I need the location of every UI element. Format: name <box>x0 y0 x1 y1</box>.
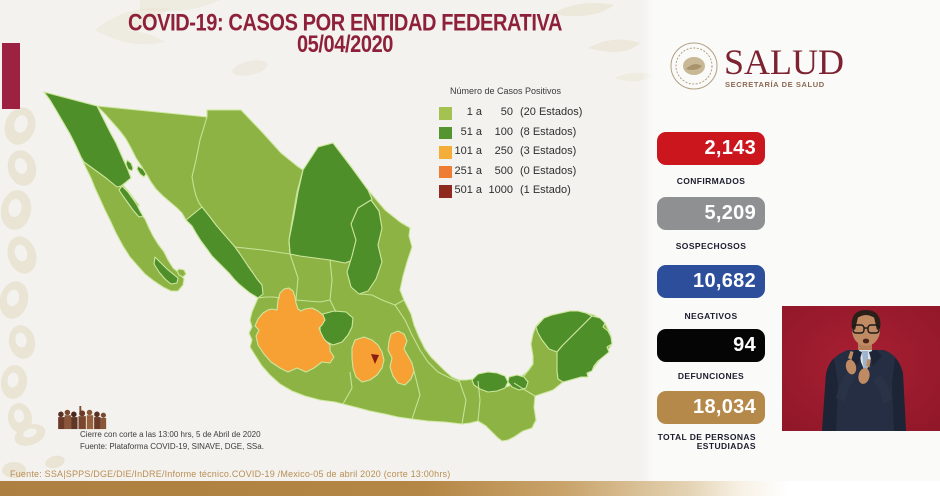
svg-text:SECRETARÍA DE SALUD: SECRETARÍA DE SALUD <box>725 80 825 89</box>
svg-text:SALUD: SALUD <box>724 42 844 82</box>
